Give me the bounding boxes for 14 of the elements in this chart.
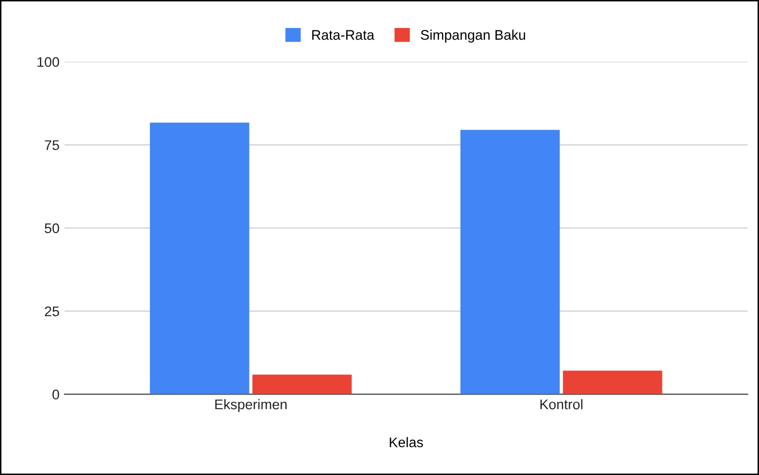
- y-tick-label: 50: [44, 223, 60, 234]
- y-tick-label: 0: [52, 390, 60, 400]
- x-axis-title: Kelas: [390, 437, 423, 448]
- bar: [252, 374, 352, 394]
- bar: [562, 370, 662, 394]
- x-tick-label: Kontrol: [540, 399, 582, 410]
- legend-label: Simpangan Baku: [420, 30, 526, 43]
- x-tick-label: Eksperimen: [215, 399, 287, 412]
- bar: [150, 122, 250, 394]
- bar: [460, 130, 560, 394]
- y-tick-label: 75: [44, 140, 60, 150]
- legend-label: Rata-Rata: [312, 30, 374, 40]
- y-tick-label: 100: [38, 57, 60, 67]
- y-tick-label: 25: [44, 306, 60, 316]
